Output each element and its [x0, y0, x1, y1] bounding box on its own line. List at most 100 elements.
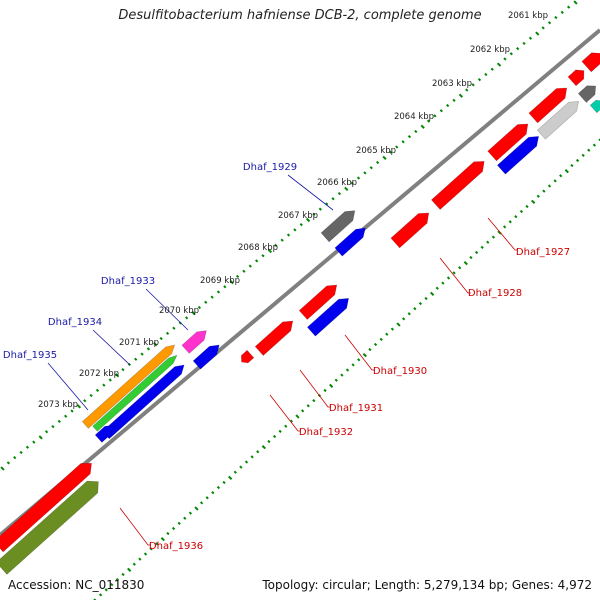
inner-tick-dots [502, 225, 507, 229]
outer-tick-dots [382, 155, 387, 160]
outer-tick-dots [191, 311, 196, 316]
kbp-tick-label: 2063 kbp [432, 79, 472, 89]
outer-tick-dots [95, 388, 100, 392]
gene-label: Dhaf_1930 [373, 366, 427, 377]
gene-arrow [254, 320, 294, 356]
outer-tick-dots [465, 88, 469, 92]
gene-label: Dhaf_1927 [516, 247, 570, 258]
outer-tick-dots [503, 57, 507, 61]
kbp-tick-label: 2070 kbp [159, 306, 199, 316]
gene-leader-line [344, 334, 375, 371]
inner-tick-dots [205, 496, 209, 500]
gene-label: Dhaf_1931 [329, 403, 383, 414]
inner-tick-dots [244, 460, 249, 464]
gene-arrow [306, 297, 349, 337]
inner-tick-dots [508, 220, 512, 224]
outer-tick-dots [242, 269, 246, 273]
inner-tick-dots [357, 358, 361, 362]
gene-arrow [181, 330, 207, 354]
inner-tick-dots [559, 174, 563, 178]
outer-tick-dots [363, 171, 367, 175]
outer-tick-dots [477, 78, 482, 82]
outer-tick-dots [274, 243, 278, 247]
outer-tick-dots [172, 326, 176, 330]
outer-tick-dots [51, 424, 55, 429]
inner-tick-dots [519, 209, 524, 214]
inner-tick-dots [542, 189, 546, 193]
outer-tick-dots [13, 456, 17, 460]
gene-arrow [567, 69, 585, 87]
inner-tick-dots [300, 409, 305, 413]
kbp-tick-label: 2065 kbp [356, 146, 396, 156]
gene-leader-line [119, 507, 151, 546]
inner-tick-dots [233, 470, 237, 474]
inner-tick-dots [430, 291, 435, 296]
gene-leader-line [269, 394, 301, 432]
gene-label: Dhaf_1929 [243, 162, 297, 173]
inner-tick-dots [553, 179, 557, 183]
outer-tick-dots [248, 264, 252, 268]
gene-label: Dhaf_1936 [149, 541, 203, 552]
inner-tick-dots [334, 378, 338, 382]
gene-arrow [487, 123, 529, 162]
gene-arrow [390, 212, 430, 249]
kbp-tick-label: 2061 kbp [508, 11, 548, 21]
gene-arrow [431, 160, 485, 210]
inner-tick-dots [514, 215, 518, 219]
inner-tick-dots [98, 593, 103, 597]
outer-tick-dots [541, 26, 545, 30]
outer-tick-dots [401, 140, 405, 144]
inner-tick-dots [312, 399, 316, 403]
outer-tick-dots [458, 93, 464, 98]
inner-tick-dots [373, 342, 378, 347]
inner-tick-dots [396, 322, 401, 327]
outer-tick-dots [255, 259, 259, 263]
outer-tick-dots [235, 274, 240, 279]
inner-tick-dots [267, 439, 271, 444]
outer-tick-dots [216, 290, 221, 294]
outer-tick-dots [318, 207, 322, 211]
inner-tick-dots [401, 317, 406, 321]
inner-tick-dots [149, 547, 153, 551]
inner-tick-dots [306, 404, 310, 408]
gene-leader-line [487, 217, 518, 251]
outer-tick-dots [121, 367, 125, 372]
inner-tick-dots [250, 455, 254, 459]
outer-tick-dots [331, 197, 335, 201]
outer-tick-dots [522, 41, 526, 46]
inner-tick-dots [256, 450, 260, 454]
outer-tick-dots [223, 285, 227, 289]
inner-tick-dots [340, 373, 344, 377]
gene-arrow [536, 100, 579, 140]
outer-tick-dots [337, 191, 342, 196]
outer-tick-dots [554, 15, 558, 20]
gene-arrow [320, 210, 356, 243]
outer-tick-dots [516, 46, 520, 51]
outer-tick-dots [350, 181, 354, 185]
inner-tick-dots [491, 235, 496, 239]
gene-label: Dhaf_1935 [3, 350, 57, 361]
gene-leader-line [299, 369, 331, 408]
outer-tick-dots [57, 419, 61, 424]
kbp-tick-label: 2064 kbp [394, 112, 434, 122]
outer-tick-dots [573, 0, 578, 5]
outer-tick-dots [44, 430, 49, 434]
outer-tick-dots [305, 217, 311, 223]
outer-tick-dots [312, 212, 316, 216]
inner-tick-dots [351, 363, 355, 367]
inner-tick-dots [435, 286, 439, 290]
outer-tick-dots [159, 336, 163, 341]
outer-tick-dots [267, 248, 273, 254]
outer-tick-dots [356, 176, 361, 180]
outer-tick-dots [414, 129, 418, 134]
inner-tick-dots [239, 465, 243, 469]
inner-tick-dots [199, 501, 204, 505]
inner-tick-dots [469, 255, 473, 260]
inner-tick-dots [323, 388, 327, 393]
inner-tick-dots [441, 281, 445, 285]
outer-tick-dots [19, 450, 23, 455]
inner-tick-dots [115, 577, 120, 582]
outer-tick-dots [388, 150, 392, 154]
inner-tick-dots [166, 531, 170, 536]
